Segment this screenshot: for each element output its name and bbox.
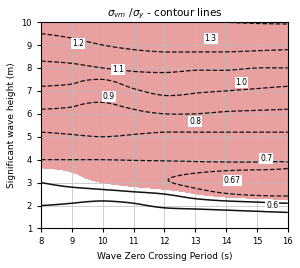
Text: 1.1: 1.1 <box>112 65 124 74</box>
Text: 0.67: 0.67 <box>224 176 241 185</box>
Text: 0.7: 0.7 <box>260 154 272 163</box>
X-axis label: Wave Zero Crossing Period (s): Wave Zero Crossing Period (s) <box>97 252 232 261</box>
Text: 0.9: 0.9 <box>103 92 115 101</box>
Text: 0.8: 0.8 <box>189 117 201 126</box>
Text: 1.3: 1.3 <box>205 34 217 43</box>
Title: $\sigma_{vm}$ /$\sigma_{y}$ - contour lines: $\sigma_{vm}$ /$\sigma_{y}$ - contour li… <box>107 7 222 21</box>
Text: 0.6: 0.6 <box>266 201 278 210</box>
Text: 1.0: 1.0 <box>236 78 247 87</box>
Text: 1.2: 1.2 <box>72 39 84 49</box>
Y-axis label: Significant wave height (m): Significant wave height (m) <box>7 62 16 188</box>
